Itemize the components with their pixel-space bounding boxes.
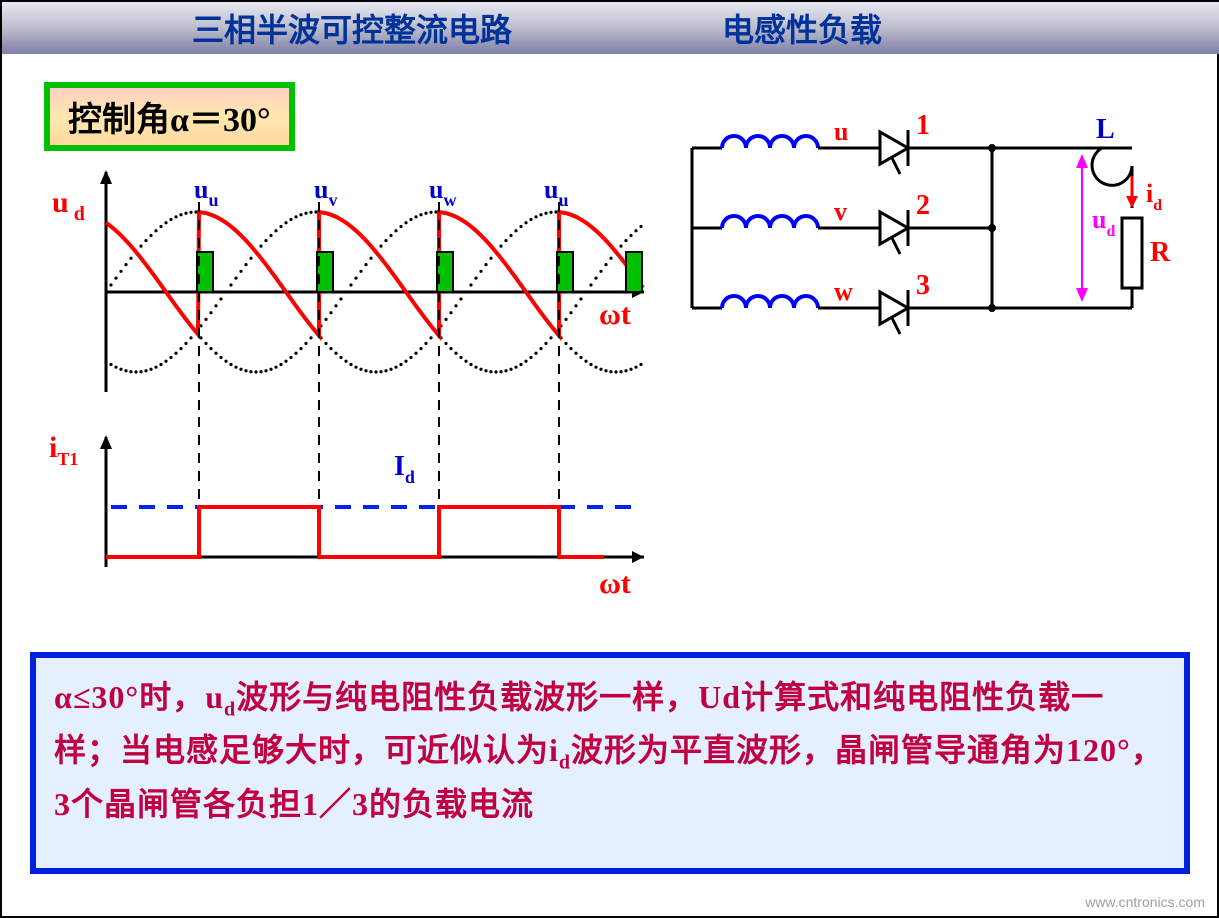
svg-text:2: 2 bbox=[916, 190, 930, 221]
svg-text:3: 3 bbox=[916, 270, 930, 301]
watermark: www.cntronics.com bbox=[1085, 894, 1205, 910]
svg-text:w: w bbox=[834, 277, 853, 306]
svg-text:Id: Id bbox=[394, 451, 415, 487]
svg-text:L: L bbox=[1096, 114, 1115, 145]
header-title-right: 电感性负载 bbox=[722, 5, 882, 51]
conclusion-box: α≤30°时，ud波形与纯电阻性负载波形一样，Ud计算式和纯电阻性负载一样；当电… bbox=[30, 652, 1190, 874]
svg-text:uw: uw bbox=[429, 175, 456, 210]
svg-text:ud: ud bbox=[1092, 205, 1115, 240]
voltage-waveform: u d ωt uu uv uw uu bbox=[44, 162, 654, 422]
svg-text:id: id bbox=[1146, 179, 1162, 214]
header-title-left: 三相半波可控整流电路 bbox=[192, 5, 512, 51]
alpha-text: 控制角α＝30° bbox=[68, 102, 271, 139]
alpha-box: 控制角α＝30° bbox=[44, 82, 295, 151]
conclusion-text: α≤30°时，ud波形与纯电阻性负载波形一样，Ud计算式和纯电阻性负载一样；当电… bbox=[54, 679, 1164, 822]
svg-text:uu: uu bbox=[194, 175, 218, 210]
svg-text:v: v bbox=[834, 197, 847, 226]
svg-text:iT1: iT1 bbox=[49, 431, 78, 469]
current-waveform: iT1 Id ωt bbox=[44, 417, 654, 617]
svg-text:R: R bbox=[1150, 237, 1171, 268]
circuit-svg: u 1 v 2 w 3 Lid Rud bbox=[672, 98, 1192, 378]
svg-text:1: 1 bbox=[916, 110, 930, 141]
svg-text:ωt: ωt bbox=[599, 567, 631, 600]
svg-text:u: u bbox=[834, 117, 848, 146]
circuit-diagram: u 1 v 2 w 3 Lid Rud bbox=[672, 98, 1192, 383]
slide-header: 三相半波可控整流电路 电感性负载 bbox=[2, 2, 1219, 54]
svg-text:uv: uv bbox=[314, 175, 337, 210]
svg-text:uu: uu bbox=[544, 175, 568, 210]
svg-text:u d: u d bbox=[52, 186, 85, 225]
svg-text:ωt: ωt bbox=[599, 298, 631, 331]
